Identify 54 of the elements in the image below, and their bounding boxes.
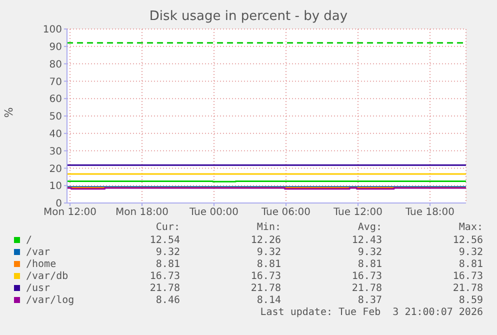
- text: 16.73: [250, 271, 281, 282]
- y-tick-label: 10: [49, 181, 62, 192]
- x-tick-label: Tue 12:00: [332, 207, 383, 218]
- y-tick-label: 90: [49, 42, 62, 53]
- x-tick-label: Mon 12:00: [43, 207, 97, 218]
- x-tick-label: Tue 00:00: [188, 207, 239, 218]
- text: 8.81: [256, 259, 281, 270]
- text: 8.81: [156, 259, 180, 270]
- x-tick-label: Tue 06:00: [260, 207, 311, 218]
- text: 16.73: [352, 271, 382, 282]
- y-tick-label: 30: [49, 146, 62, 158]
- legend-label: /var/db: [26, 271, 68, 282]
- y-tick-label: 70: [49, 76, 62, 88]
- chart-title: Disk usage in percent - by day: [148, 9, 349, 24]
- legend-label: /var/log: [26, 295, 74, 306]
- text: 12.56: [452, 235, 483, 246]
- text: 9.32: [458, 247, 483, 258]
- text: Last update: Tue Feb 3 21:00:07 2026: [260, 307, 483, 318]
- y-axis-title: %: [2, 107, 16, 118]
- y-tick-label: 20: [49, 164, 62, 175]
- y-tick-label: 40: [49, 128, 62, 140]
- text: 12.54: [150, 235, 180, 246]
- y-tick-label: 100: [42, 24, 62, 36]
- y-tick-label: 50: [49, 112, 62, 123]
- legend-label: /: [26, 235, 32, 246]
- text: 21.78: [352, 283, 382, 294]
- text: 9.32: [358, 247, 382, 258]
- text: Cur:: [156, 222, 180, 233]
- text: 8.59: [458, 295, 483, 306]
- y-tick-label: 60: [49, 94, 62, 106]
- text: 8.81: [458, 259, 483, 270]
- text: 8.37: [358, 295, 382, 306]
- text: 12.26: [250, 235, 281, 246]
- text: Min:: [256, 222, 281, 233]
- text: 21.78: [250, 283, 281, 294]
- text: 16.73: [150, 271, 180, 282]
- text: 12.43: [352, 235, 382, 246]
- legend-label: /var: [26, 247, 50, 258]
- text: Avg:: [358, 222, 382, 233]
- text: 8.81: [358, 259, 382, 270]
- legend-label: /home: [26, 259, 56, 270]
- legend-label: /usr: [26, 283, 50, 294]
- text: 9.32: [256, 247, 281, 258]
- text: Max:: [458, 222, 483, 233]
- text: 8.46: [156, 295, 180, 306]
- text: 8.14: [256, 295, 281, 306]
- x-tick-label: Tue 18:00: [404, 207, 455, 218]
- text: 21.78: [150, 283, 180, 294]
- x-tick-label: Mon 18:00: [115, 207, 169, 218]
- text: 9.32: [156, 247, 180, 258]
- text: 16.73: [452, 271, 483, 282]
- y-tick-label: 80: [49, 59, 62, 70]
- y-tick-label: 0: [56, 198, 62, 210]
- text: 21.78: [452, 283, 483, 294]
